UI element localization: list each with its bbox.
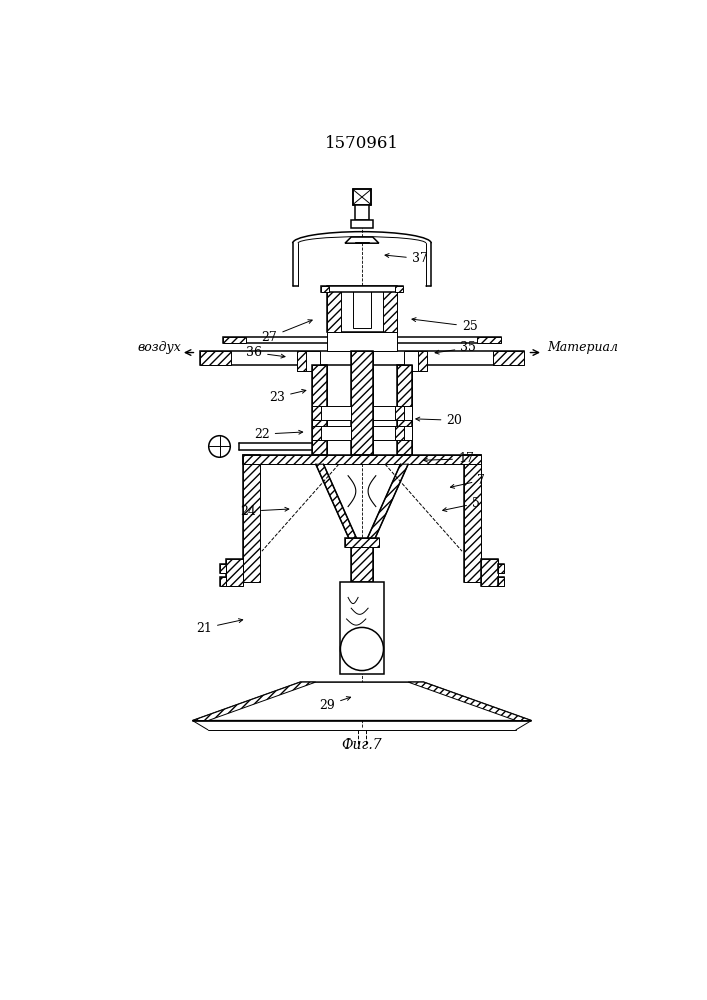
Bar	[353, 189, 371, 205]
Bar	[345, 538, 379, 547]
Bar	[395, 286, 403, 292]
Bar	[351, 544, 373, 582]
Text: 35: 35	[435, 341, 476, 354]
Bar	[355, 242, 369, 243]
Bar	[312, 426, 321, 440]
Text: 25: 25	[412, 318, 478, 333]
Bar	[464, 455, 481, 582]
Bar	[404, 351, 428, 371]
Bar	[498, 577, 504, 586]
Polygon shape	[192, 682, 532, 721]
Bar	[481, 559, 498, 586]
Bar	[353, 289, 371, 328]
Bar	[493, 351, 524, 365]
Bar	[296, 351, 305, 371]
Bar	[219, 564, 226, 573]
Bar	[312, 406, 321, 420]
Bar	[223, 337, 501, 343]
Bar	[321, 286, 403, 292]
Text: 21: 21	[196, 619, 243, 635]
Text: 22: 22	[254, 428, 303, 441]
Text: Материал: Материал	[547, 341, 618, 354]
Bar	[327, 286, 397, 332]
Bar	[340, 582, 383, 674]
Bar	[327, 332, 397, 351]
Bar	[351, 351, 373, 455]
Text: 17: 17	[423, 452, 474, 465]
Bar	[395, 426, 404, 440]
Bar	[296, 351, 320, 371]
Bar	[223, 337, 247, 343]
Bar	[243, 455, 481, 464]
Bar	[312, 406, 351, 420]
Text: 20: 20	[416, 414, 462, 427]
Bar	[243, 455, 259, 582]
Bar	[312, 365, 327, 455]
Text: 37: 37	[385, 252, 428, 265]
Polygon shape	[192, 682, 316, 721]
Bar	[418, 351, 428, 371]
Bar	[219, 577, 226, 586]
Bar	[243, 455, 259, 582]
Bar	[498, 564, 504, 573]
Bar	[200, 351, 231, 365]
Bar	[243, 455, 481, 464]
Text: 24: 24	[240, 505, 288, 518]
Bar	[226, 559, 243, 586]
Bar	[345, 538, 379, 547]
Bar	[327, 286, 341, 332]
Bar	[226, 559, 243, 586]
Bar	[200, 351, 524, 365]
Bar	[219, 564, 226, 573]
Bar	[481, 559, 498, 586]
Bar	[355, 205, 369, 220]
Bar	[312, 426, 351, 440]
Bar	[219, 577, 226, 586]
Text: 7: 7	[450, 474, 485, 488]
Polygon shape	[408, 682, 532, 721]
Text: 29: 29	[320, 697, 351, 712]
Bar	[397, 365, 412, 455]
Polygon shape	[316, 464, 359, 544]
Bar	[321, 286, 329, 292]
Bar	[351, 220, 373, 228]
Bar	[382, 286, 397, 332]
Bar	[373, 426, 412, 440]
Bar	[351, 544, 373, 582]
Bar	[312, 365, 327, 455]
Text: воздух: воздух	[137, 341, 181, 354]
Bar	[395, 406, 404, 420]
Text: 5: 5	[443, 497, 480, 511]
Text: Фиг.7: Фиг.7	[341, 738, 382, 752]
Bar	[464, 455, 481, 582]
Bar	[373, 406, 412, 420]
Text: 1570961: 1570961	[325, 135, 399, 152]
Bar	[477, 337, 501, 343]
Bar	[498, 564, 504, 573]
Bar	[397, 365, 412, 455]
Text: 36: 36	[246, 346, 285, 359]
Polygon shape	[345, 237, 379, 243]
Bar	[351, 351, 373, 455]
Polygon shape	[365, 464, 408, 544]
Text: 27: 27	[262, 320, 312, 344]
Text: 23: 23	[269, 389, 306, 404]
Bar	[498, 577, 504, 586]
